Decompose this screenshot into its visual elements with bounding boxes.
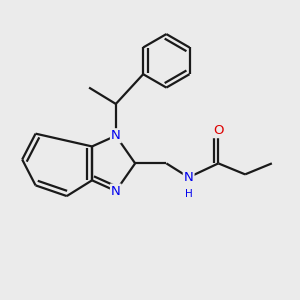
Text: N: N [184,171,194,184]
Text: O: O [213,124,224,137]
Text: N: N [111,129,121,142]
Text: N: N [111,184,121,197]
Text: H: H [185,189,193,199]
